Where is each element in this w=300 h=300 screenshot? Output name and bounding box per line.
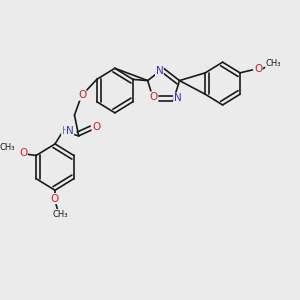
Text: N: N (174, 93, 182, 103)
Text: O: O (92, 122, 100, 132)
Text: H: H (61, 125, 69, 136)
Text: N: N (155, 66, 163, 76)
Text: O: O (78, 90, 86, 100)
Text: O: O (19, 148, 27, 158)
Text: CH₃: CH₃ (266, 59, 281, 68)
Text: O: O (51, 194, 59, 204)
Text: O: O (254, 64, 262, 74)
Text: CH₃: CH₃ (0, 143, 15, 152)
Text: N: N (66, 125, 74, 136)
Text: CH₃: CH₃ (52, 210, 68, 219)
Text: O: O (150, 92, 158, 102)
